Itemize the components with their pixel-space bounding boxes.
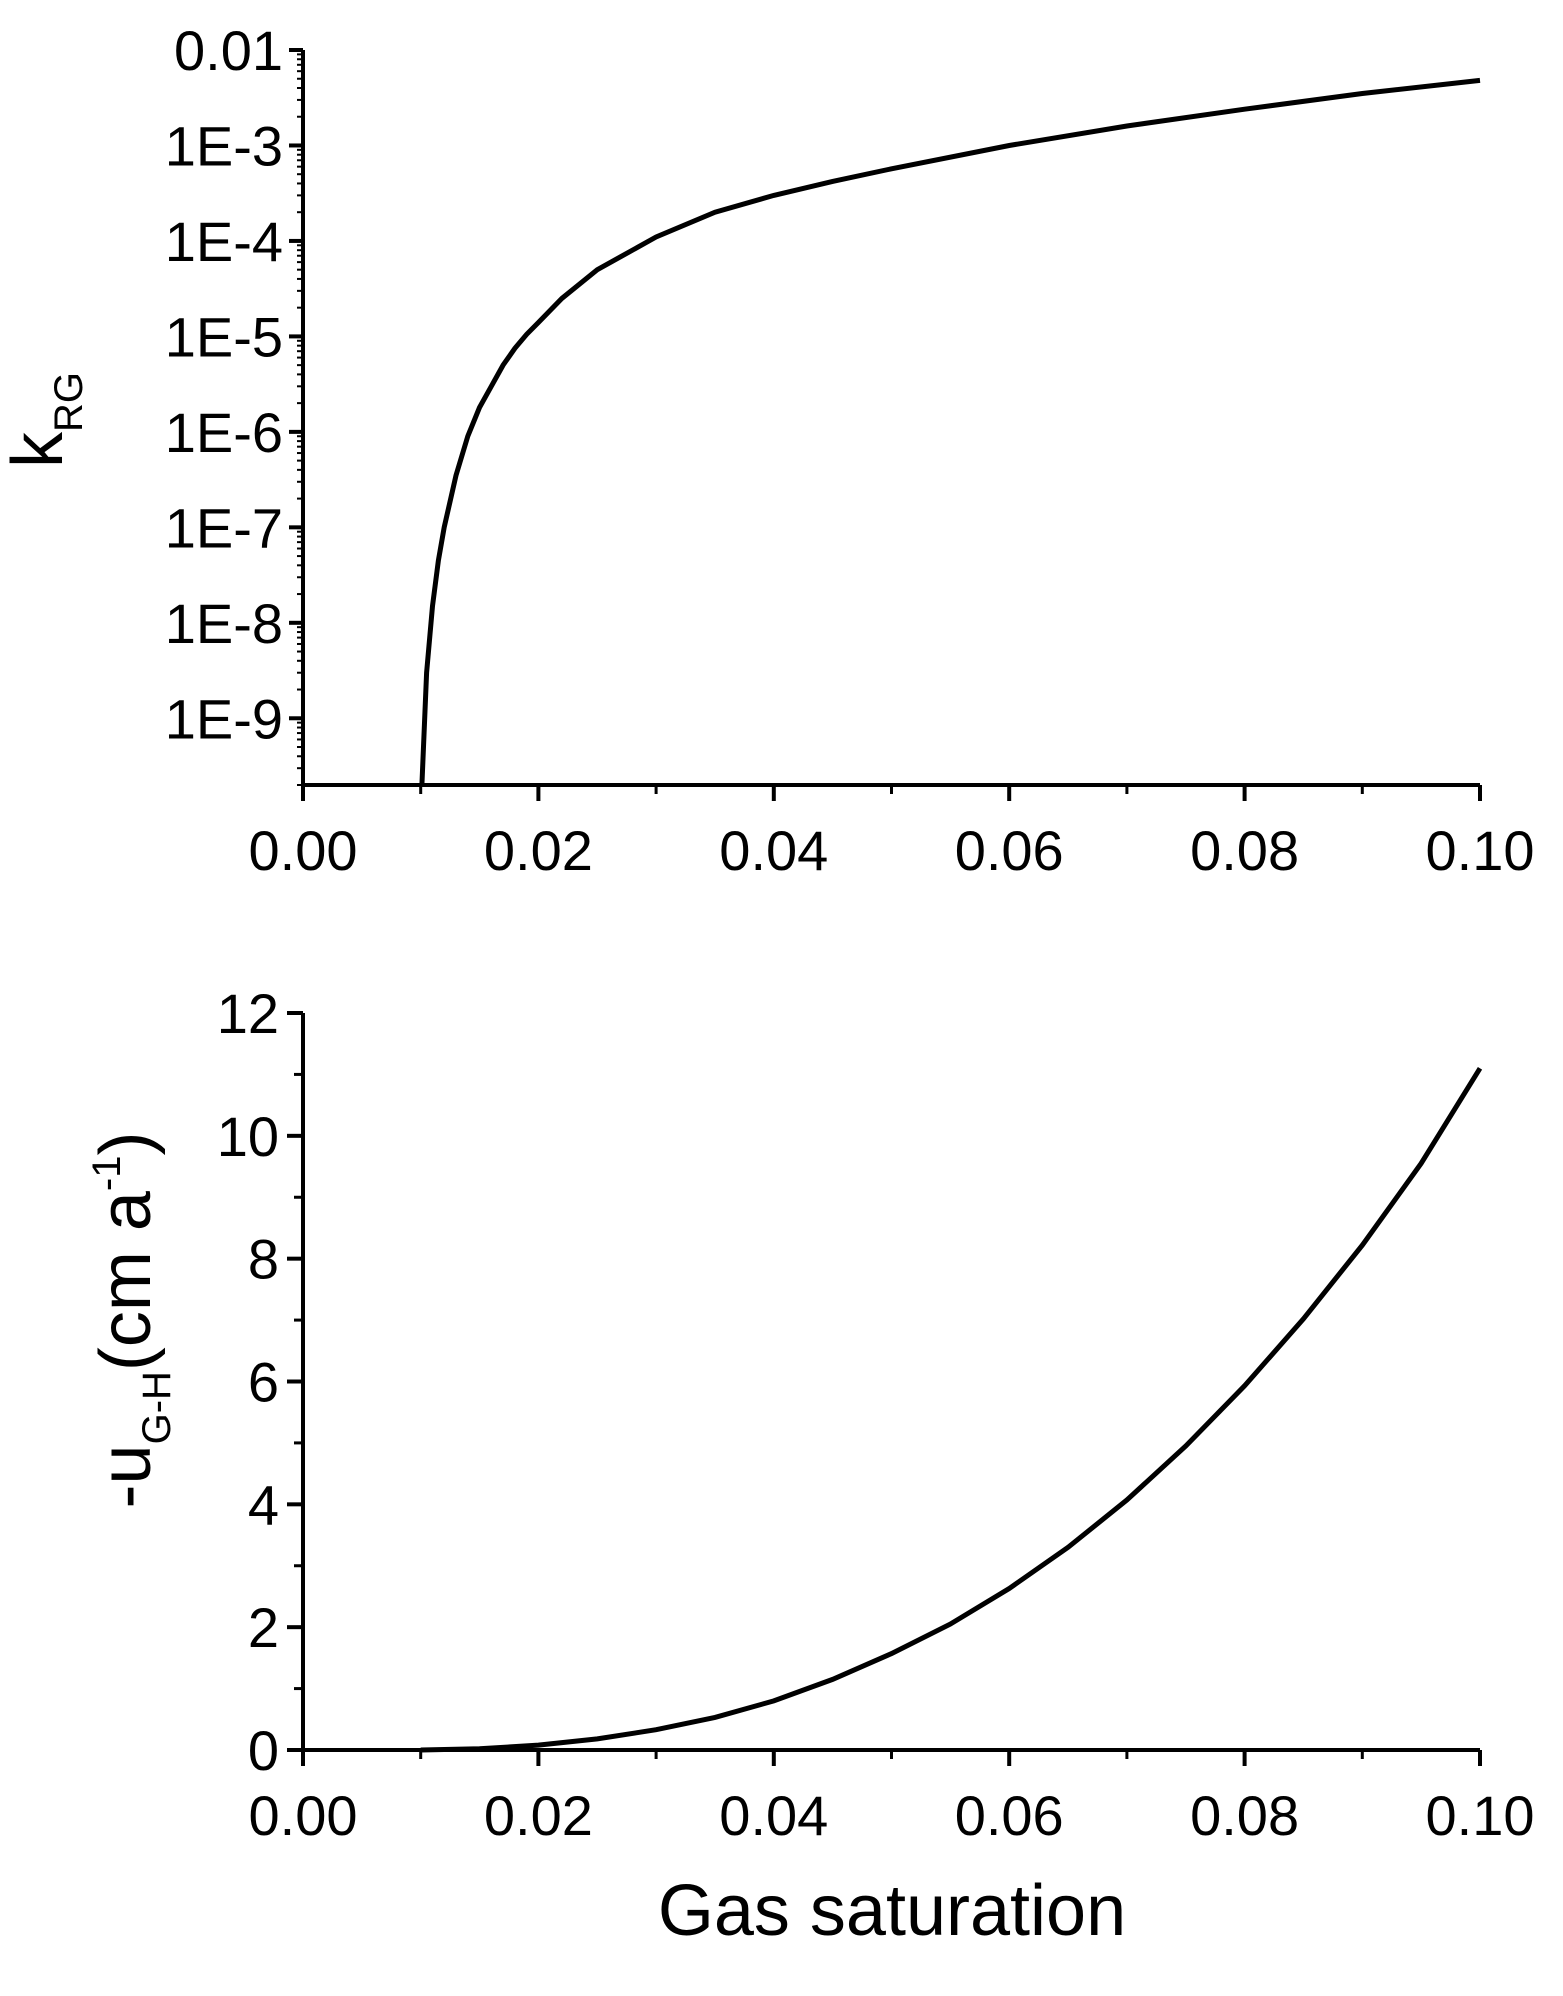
top-y-major-ticks <box>289 48 303 721</box>
bottom-x-tick-label: 0.00 <box>249 1784 358 1847</box>
bottom-y-tick-label: 0 <box>248 1719 279 1782</box>
bottom-x-tick-label: 0.10 <box>1426 1784 1535 1847</box>
bottom-y-tick-label: 8 <box>248 1228 279 1291</box>
bottom-y-tick-label: 6 <box>248 1351 279 1414</box>
top-x-tick-label: 0.02 <box>484 819 593 882</box>
top-x-tick-label: 0.08 <box>1190 819 1299 882</box>
top-series-line <box>419 77 1481 786</box>
top-y-tick-label: 1E-3 <box>165 114 283 177</box>
bottom-y-tick-label: 2 <box>248 1596 279 1659</box>
bottom-y-ticks <box>287 1011 303 1752</box>
bottom-y-tick-labels: 0 2 4 6 8 10 12 <box>217 982 279 1782</box>
top-y-axis-title-subscript: RG <box>47 372 91 432</box>
top-x-tick-label: 0.06 <box>955 819 1064 882</box>
bottom-x-ticks <box>301 1750 1482 1766</box>
top-y-tick-label: 0.01 <box>174 19 283 82</box>
top-x-tick-label: 0.04 <box>719 819 828 882</box>
top-y-tick-label: 1E-7 <box>165 496 283 559</box>
top-y-tick-label: 1E-8 <box>165 592 283 655</box>
bottom-x-tick-label: 0.04 <box>719 1784 828 1847</box>
top-x-ticks <box>301 785 1482 801</box>
top-y-tick-label: 1E-5 <box>165 305 283 368</box>
top-x-tick-label: 0.10 <box>1426 819 1535 882</box>
bottom-x-tick-label: 0.08 <box>1190 1784 1299 1847</box>
bottom-y-tick-label: 10 <box>217 1105 279 1168</box>
bottom-y-axis-title-main: -u <box>86 1444 166 1508</box>
x-axis-title: Gas saturation <box>658 1871 1126 1951</box>
top-y-tick-labels: 0.01 1E-3 1E-4 1E-5 1E-6 1E-7 1E-8 1E-9 <box>165 19 283 750</box>
bottom-y-tick-label: 12 <box>217 982 279 1045</box>
top-x-tick-label: 0.00 <box>249 819 358 882</box>
top-y-tick-label: 1E-4 <box>165 210 283 273</box>
bottom-y-axis-title-subscript: G-H <box>135 1371 179 1444</box>
bottom-y-axis-title-close: ) <box>86 1132 166 1156</box>
bottom-series-line <box>420 1066 1483 1753</box>
bottom-y-axis-title-unit: (cm a <box>86 1190 166 1371</box>
bottom-y-tick-label: 4 <box>248 1473 279 1536</box>
top-y-axis-title-main: k <box>0 431 78 468</box>
bottom-x-tick-label: 0.06 <box>955 1784 1064 1847</box>
top-x-tick-labels: 0.00 0.02 0.04 0.06 0.08 0.10 <box>249 819 1535 882</box>
bottom-x-tick-labels: 0.00 0.02 0.04 0.06 0.08 0.10 <box>249 1784 1535 1847</box>
top-y-tick-label: 1E-9 <box>165 687 283 750</box>
bottom-x-tick-label: 0.02 <box>484 1784 593 1847</box>
bottom-panel: 0 2 4 6 8 10 12 0.00 0.02 0.04 0.06 0.08 0.10 -uG-H… <box>85 982 1535 1951</box>
top-y-axis-title: kRG <box>0 372 91 468</box>
bottom-y-axis-title-superscript: -1 <box>85 1156 129 1192</box>
top-y-tick-label: 1E-6 <box>165 401 283 464</box>
bottom-y-axis-title: -uG-H(cm a-1) <box>85 1132 179 1509</box>
